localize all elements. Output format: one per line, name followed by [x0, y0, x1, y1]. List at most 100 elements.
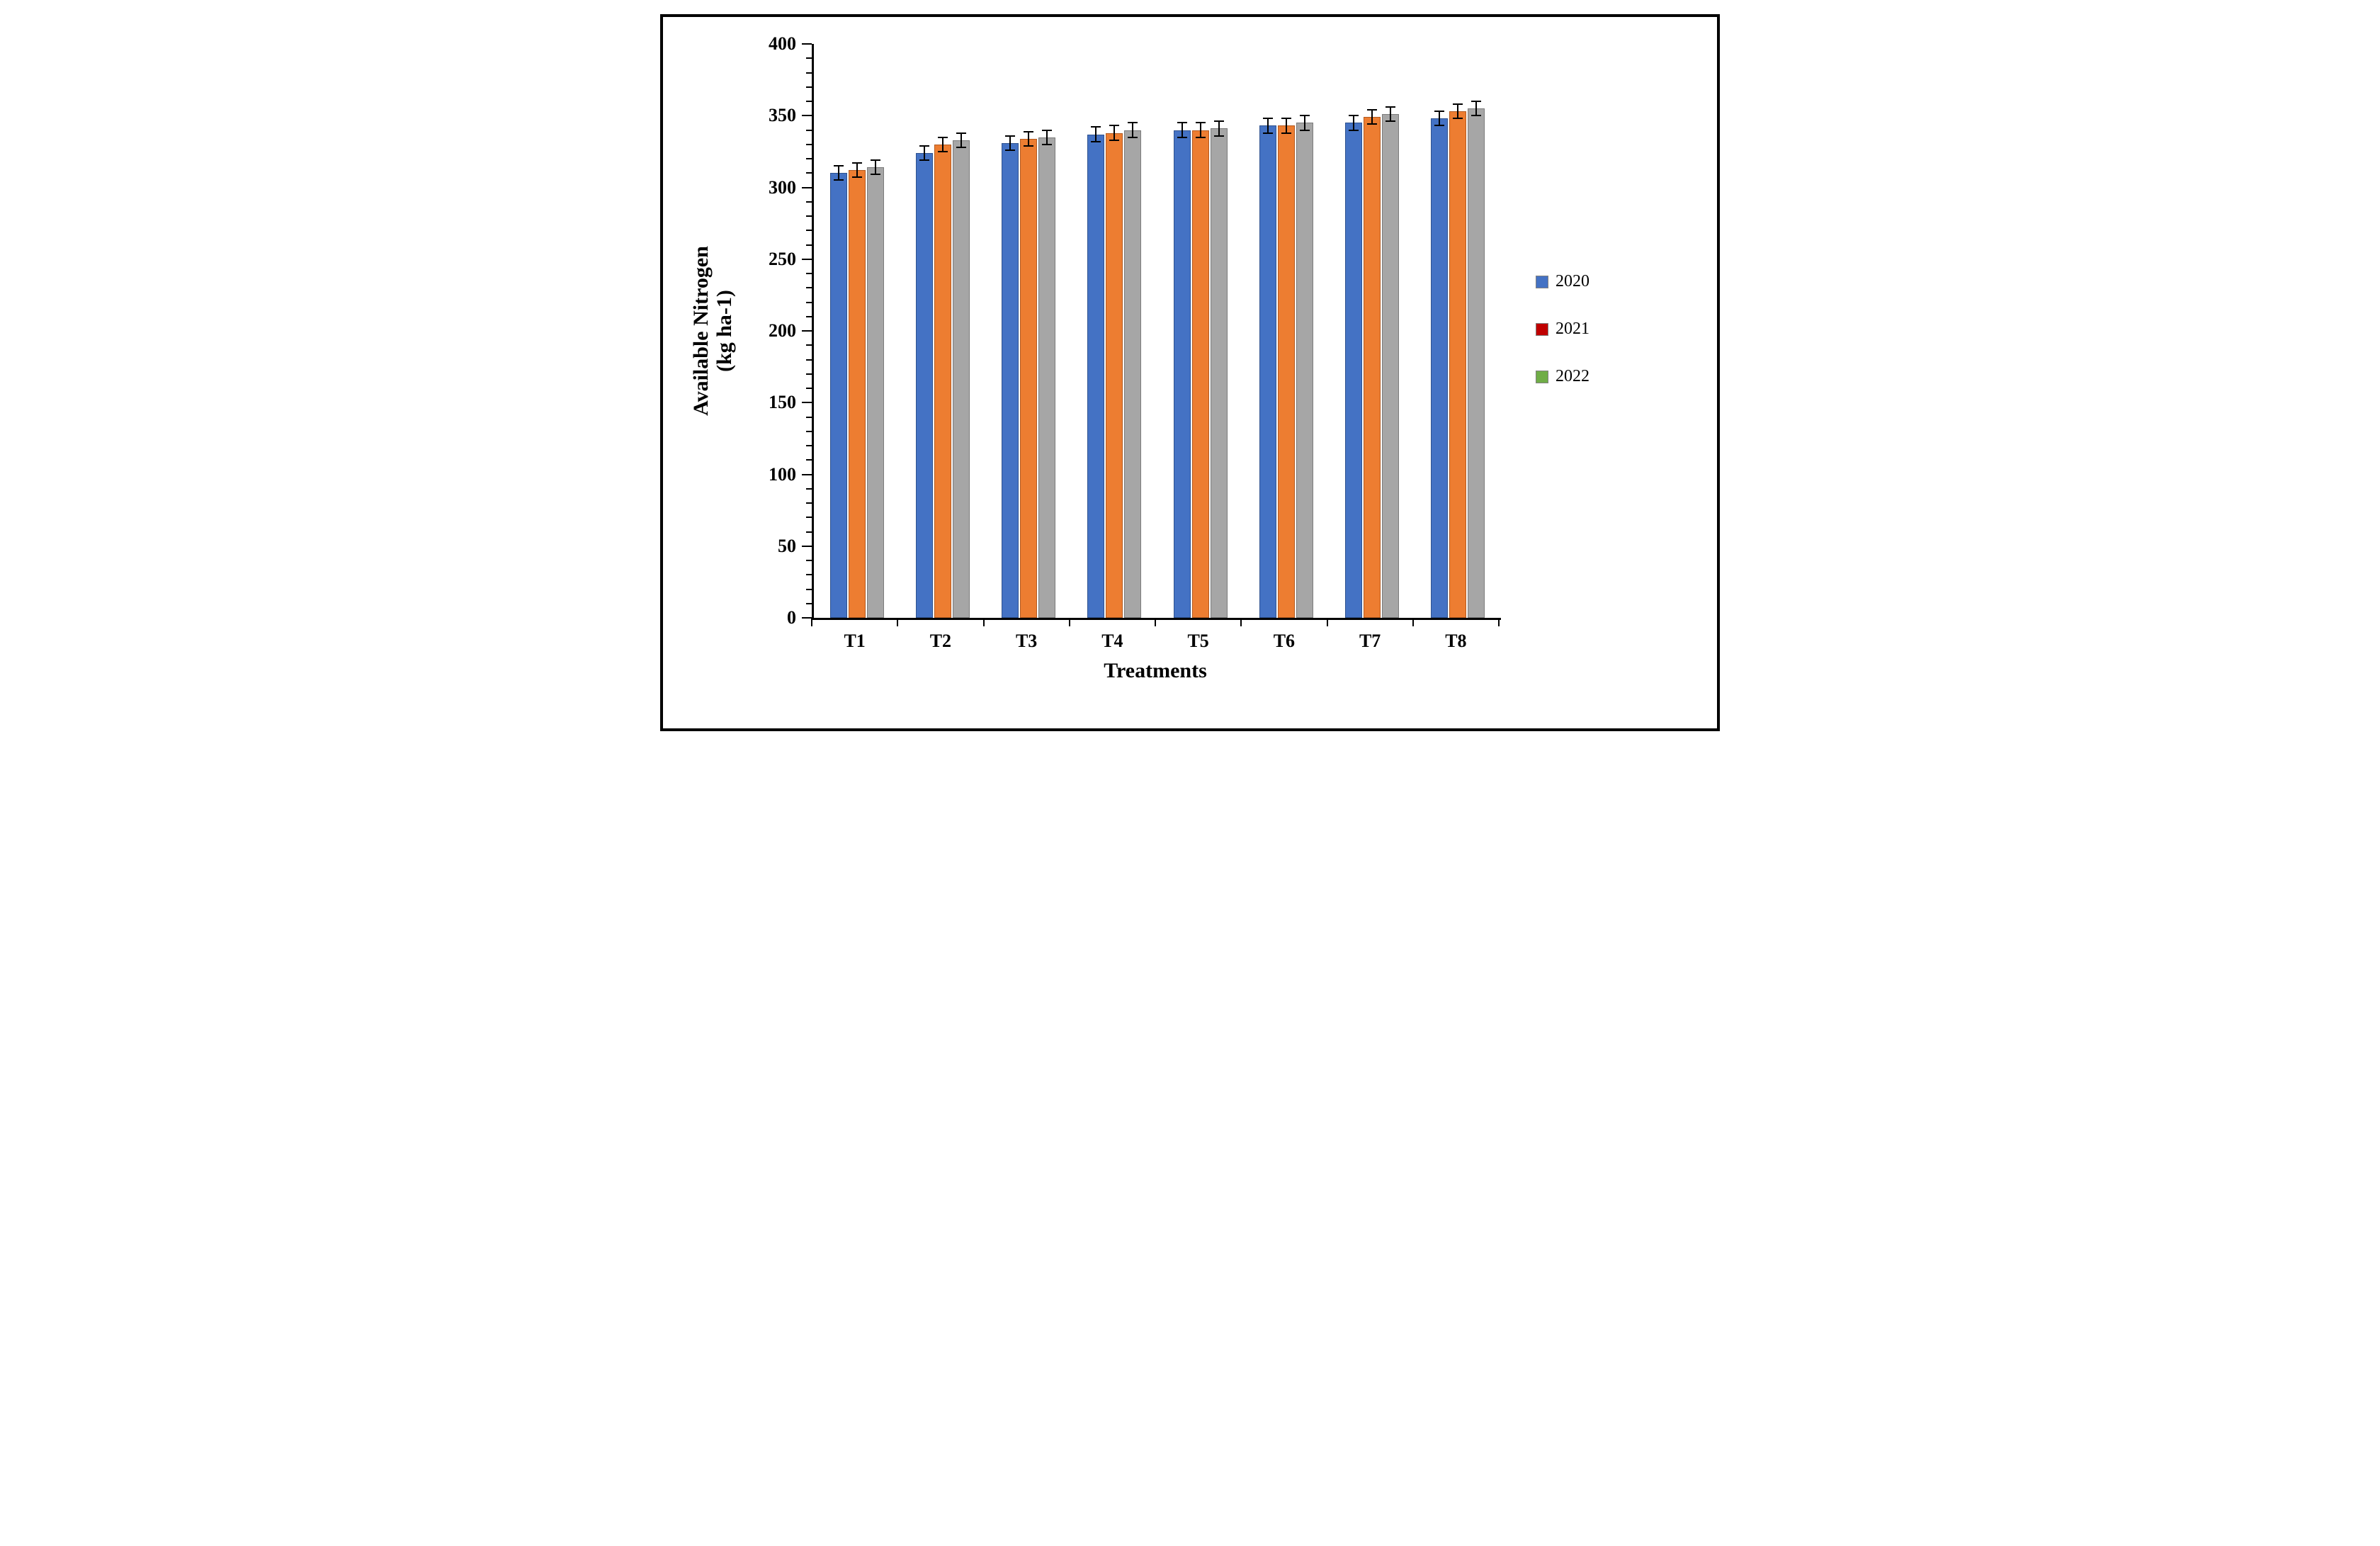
- x-tick-mark: [1327, 618, 1328, 626]
- error-bar-cap: [919, 159, 929, 161]
- legend-swatch: [1536, 323, 1548, 336]
- error-bar-cap: [1434, 111, 1444, 112]
- bar: [1087, 135, 1104, 618]
- y-tick-minor: [806, 215, 812, 217]
- y-tick-label: 400: [747, 33, 796, 55]
- error-bar: [1200, 123, 1201, 137]
- y-tick-minor: [806, 488, 812, 490]
- x-tick-mark: [1069, 618, 1070, 626]
- y-tick-label: 300: [747, 177, 796, 198]
- y-tick-minor: [806, 560, 812, 561]
- bar: [916, 153, 933, 618]
- error-bar-cap: [1300, 115, 1310, 116]
- x-tick-mark: [1240, 618, 1242, 626]
- error-bar-cap: [1281, 118, 1291, 119]
- y-tick-minor: [806, 344, 812, 346]
- chart-frame: Available Nitrogen (kg ha-1) Treatments …: [660, 14, 1720, 731]
- error-bar-cap: [1177, 122, 1187, 123]
- y-axis-title-line2: (kg ha-1): [713, 246, 736, 416]
- error-bar: [856, 163, 858, 177]
- y-tick-minor: [806, 273, 812, 274]
- error-bar: [1286, 118, 1287, 132]
- y-tick-major: [802, 330, 812, 332]
- error-bar-cap: [956, 132, 966, 134]
- error-bar-cap: [1453, 118, 1463, 119]
- legend-label: 2020: [1556, 272, 1590, 291]
- y-tick-major: [802, 402, 812, 403]
- error-bar-cap: [871, 159, 880, 161]
- error-bar: [875, 160, 876, 174]
- error-bar-cap: [852, 162, 862, 164]
- error-bar-cap: [1434, 125, 1444, 126]
- error-bar-cap: [1109, 125, 1119, 126]
- error-bar-cap: [1349, 130, 1359, 131]
- y-tick-minor: [806, 359, 812, 361]
- x-axis-title: Treatments: [1104, 659, 1207, 683]
- legend-item: 2021: [1536, 320, 1590, 339]
- error-bar-cap: [1128, 137, 1138, 138]
- y-tick-minor: [806, 502, 812, 504]
- bar: [1020, 139, 1037, 618]
- error-bar-cap: [1005, 149, 1015, 151]
- x-tick-label: T8: [1445, 631, 1466, 652]
- y-tick-minor: [806, 57, 812, 59]
- error-bar-cap: [834, 165, 844, 167]
- y-tick-minor: [806, 517, 812, 518]
- y-tick-label: 200: [747, 320, 796, 342]
- error-bar: [838, 166, 839, 180]
- error-bar-cap: [1367, 109, 1377, 111]
- y-tick-minor: [806, 431, 812, 432]
- bar: [1002, 143, 1019, 618]
- bar: [1278, 125, 1295, 618]
- error-bar: [1439, 111, 1440, 125]
- legend-swatch: [1536, 371, 1548, 383]
- bar: [1192, 130, 1209, 619]
- bar: [1106, 133, 1123, 618]
- error-bar-cap: [919, 145, 929, 147]
- error-bar: [1009, 136, 1011, 150]
- y-tick-label: 350: [747, 105, 796, 126]
- error-bar-cap: [1109, 140, 1119, 141]
- y-tick-minor: [806, 130, 812, 131]
- error-bar-cap: [1042, 144, 1052, 145]
- error-bar: [924, 146, 925, 160]
- x-tick-mark: [1498, 618, 1500, 626]
- legend-item: 2020: [1536, 272, 1590, 291]
- y-tick-minor: [806, 603, 812, 604]
- error-bar-cap: [1177, 137, 1187, 138]
- error-bar-cap: [1024, 131, 1033, 132]
- error-bar-cap: [1453, 103, 1463, 105]
- legend-swatch: [1536, 276, 1548, 288]
- y-tick-minor: [806, 158, 812, 159]
- y-tick-minor: [806, 417, 812, 418]
- y-tick-minor: [806, 86, 812, 88]
- error-bar-cap: [1471, 115, 1481, 116]
- bar: [1296, 123, 1313, 618]
- y-tick-minor: [806, 144, 812, 145]
- y-tick-major: [802, 115, 812, 116]
- y-tick-minor: [806, 244, 812, 246]
- error-bar-cap: [1196, 137, 1206, 138]
- x-tick-mark: [1412, 618, 1414, 626]
- error-bar: [1182, 123, 1183, 137]
- y-tick-major: [802, 474, 812, 475]
- x-tick-label: T1: [844, 631, 865, 652]
- y-tick-minor: [806, 302, 812, 303]
- y-tick-label: 100: [747, 464, 796, 485]
- y-tick-minor: [806, 445, 812, 446]
- y-tick-minor: [806, 201, 812, 203]
- y-tick-label: 250: [747, 249, 796, 270]
- error-bar-cap: [1024, 145, 1033, 147]
- y-tick-label: 50: [747, 536, 796, 557]
- y-tick-minor: [806, 230, 812, 231]
- bar: [1211, 128, 1228, 618]
- legend-label: 2022: [1556, 367, 1590, 386]
- y-tick-major: [802, 43, 812, 45]
- bar: [849, 170, 866, 618]
- bar: [953, 140, 970, 618]
- y-tick-minor: [806, 101, 812, 102]
- error-bar-cap: [938, 137, 948, 138]
- error-bar-cap: [1471, 101, 1481, 102]
- y-tick-minor: [806, 589, 812, 590]
- error-bar-cap: [1196, 122, 1206, 123]
